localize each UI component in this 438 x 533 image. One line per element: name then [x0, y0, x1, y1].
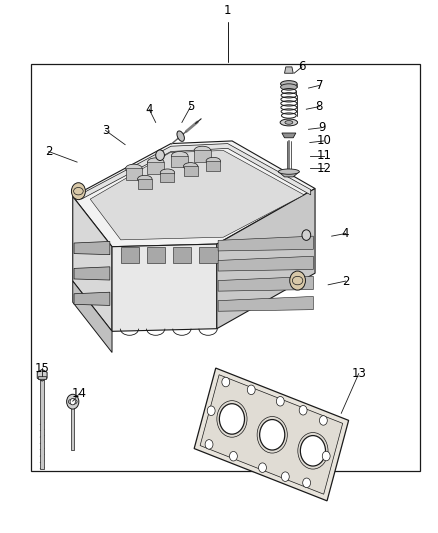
- Polygon shape: [160, 173, 174, 182]
- Polygon shape: [74, 241, 110, 255]
- Circle shape: [205, 440, 213, 449]
- Polygon shape: [279, 172, 299, 177]
- Ellipse shape: [126, 164, 142, 173]
- Text: 3: 3: [102, 124, 109, 137]
- Text: 14: 14: [72, 387, 87, 400]
- Polygon shape: [218, 296, 313, 311]
- Circle shape: [222, 377, 230, 387]
- Polygon shape: [206, 161, 220, 171]
- Ellipse shape: [184, 163, 198, 170]
- Polygon shape: [73, 197, 112, 332]
- Text: 11: 11: [316, 149, 331, 162]
- Circle shape: [290, 271, 305, 290]
- Circle shape: [303, 478, 311, 488]
- Ellipse shape: [279, 169, 299, 174]
- Circle shape: [319, 416, 327, 425]
- Polygon shape: [121, 247, 139, 263]
- Polygon shape: [194, 150, 211, 162]
- Text: 7: 7: [316, 79, 323, 92]
- Polygon shape: [199, 247, 218, 263]
- Circle shape: [247, 385, 255, 394]
- Polygon shape: [184, 166, 198, 176]
- Polygon shape: [218, 256, 313, 271]
- Polygon shape: [90, 150, 304, 240]
- Circle shape: [71, 183, 85, 200]
- Ellipse shape: [281, 84, 297, 90]
- Polygon shape: [171, 156, 188, 167]
- Polygon shape: [40, 379, 44, 469]
- Circle shape: [281, 472, 289, 481]
- Ellipse shape: [206, 157, 220, 165]
- Bar: [31, 64, 420, 472]
- Circle shape: [258, 463, 266, 472]
- Polygon shape: [200, 375, 343, 494]
- Circle shape: [219, 403, 244, 434]
- Circle shape: [155, 150, 164, 160]
- Ellipse shape: [281, 80, 297, 87]
- Polygon shape: [126, 168, 142, 180]
- Text: 4: 4: [342, 227, 350, 240]
- Text: 4: 4: [145, 103, 153, 116]
- Polygon shape: [38, 376, 46, 379]
- Ellipse shape: [177, 131, 184, 141]
- Polygon shape: [218, 276, 313, 291]
- Polygon shape: [147, 247, 165, 263]
- Polygon shape: [74, 267, 110, 280]
- Polygon shape: [73, 141, 315, 247]
- Text: 12: 12: [316, 162, 331, 175]
- Polygon shape: [112, 244, 217, 332]
- Polygon shape: [148, 162, 164, 174]
- Ellipse shape: [160, 169, 175, 176]
- Polygon shape: [73, 281, 112, 352]
- Text: 2: 2: [342, 274, 350, 288]
- Ellipse shape: [148, 158, 164, 166]
- Ellipse shape: [285, 120, 293, 124]
- Circle shape: [230, 451, 237, 461]
- Circle shape: [260, 419, 285, 450]
- Text: 15: 15: [35, 362, 49, 375]
- Text: 5: 5: [187, 100, 194, 113]
- Polygon shape: [282, 133, 296, 138]
- Circle shape: [70, 399, 75, 405]
- Circle shape: [300, 435, 325, 466]
- Text: 1: 1: [224, 4, 231, 17]
- Polygon shape: [217, 189, 315, 329]
- Polygon shape: [194, 368, 349, 501]
- Circle shape: [302, 230, 311, 240]
- Polygon shape: [81, 143, 311, 199]
- Circle shape: [322, 451, 330, 461]
- Circle shape: [276, 397, 284, 406]
- Circle shape: [207, 406, 215, 416]
- Polygon shape: [71, 408, 74, 450]
- Ellipse shape: [138, 175, 152, 183]
- Text: 6: 6: [298, 60, 306, 74]
- Text: 2: 2: [45, 145, 53, 158]
- Polygon shape: [138, 179, 152, 189]
- Polygon shape: [218, 236, 313, 251]
- Circle shape: [67, 394, 79, 409]
- Text: 8: 8: [316, 100, 323, 113]
- Polygon shape: [285, 67, 293, 73]
- Polygon shape: [37, 369, 47, 381]
- Ellipse shape: [194, 146, 211, 155]
- Polygon shape: [173, 247, 191, 263]
- Circle shape: [299, 406, 307, 415]
- Ellipse shape: [171, 151, 188, 160]
- Text: 10: 10: [316, 134, 331, 148]
- Ellipse shape: [280, 119, 297, 126]
- Polygon shape: [74, 292, 110, 305]
- Text: 13: 13: [351, 367, 366, 380]
- Text: 9: 9: [318, 121, 325, 134]
